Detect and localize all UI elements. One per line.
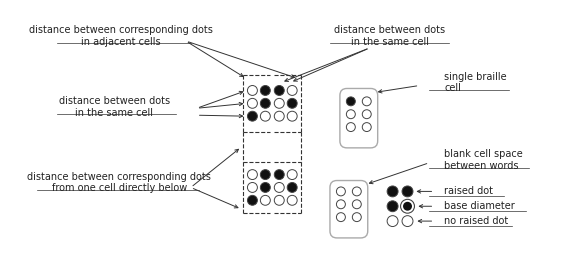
Circle shape: [346, 123, 355, 132]
Circle shape: [248, 195, 257, 205]
Circle shape: [362, 110, 371, 119]
Circle shape: [400, 199, 414, 213]
Text: single braille
cell: single braille cell: [444, 72, 507, 93]
Circle shape: [402, 186, 413, 197]
Circle shape: [260, 195, 270, 205]
Circle shape: [248, 98, 257, 108]
Circle shape: [274, 182, 284, 192]
Circle shape: [346, 97, 355, 106]
Text: raised dot: raised dot: [444, 186, 493, 196]
Text: distance between dots
in the same cell: distance between dots in the same cell: [59, 97, 170, 118]
Circle shape: [337, 200, 345, 209]
Circle shape: [362, 97, 371, 106]
Circle shape: [337, 213, 345, 222]
Circle shape: [274, 98, 284, 108]
Circle shape: [274, 195, 284, 205]
Circle shape: [274, 111, 284, 121]
Text: distance between corresponding dots
from one cell directly below: distance between corresponding dots from…: [27, 172, 211, 193]
Circle shape: [287, 98, 297, 108]
Circle shape: [248, 182, 257, 192]
Circle shape: [260, 170, 270, 179]
Circle shape: [287, 195, 297, 205]
Circle shape: [260, 182, 270, 192]
Circle shape: [248, 170, 257, 179]
Circle shape: [387, 186, 398, 197]
Text: base diameter: base diameter: [444, 201, 515, 211]
Circle shape: [403, 202, 412, 211]
Text: distance between dots
in the same cell: distance between dots in the same cell: [334, 25, 445, 47]
Circle shape: [287, 170, 297, 179]
Circle shape: [337, 187, 345, 196]
Circle shape: [260, 111, 270, 121]
Circle shape: [248, 111, 257, 121]
Circle shape: [287, 86, 297, 95]
Text: distance between corresponding dots
in adjacent cells: distance between corresponding dots in a…: [29, 25, 213, 47]
Circle shape: [260, 86, 270, 95]
Circle shape: [248, 86, 257, 95]
Circle shape: [387, 216, 398, 226]
Circle shape: [352, 200, 361, 209]
Circle shape: [274, 170, 284, 179]
Circle shape: [352, 187, 361, 196]
Text: blank cell space
between words: blank cell space between words: [444, 149, 523, 171]
Circle shape: [387, 201, 398, 212]
Circle shape: [346, 110, 355, 119]
Circle shape: [260, 98, 270, 108]
Circle shape: [287, 111, 297, 121]
Circle shape: [352, 213, 361, 222]
Circle shape: [287, 182, 297, 192]
Text: no raised dot: no raised dot: [444, 216, 508, 226]
Circle shape: [274, 86, 284, 95]
Circle shape: [402, 216, 413, 226]
Circle shape: [362, 123, 371, 132]
